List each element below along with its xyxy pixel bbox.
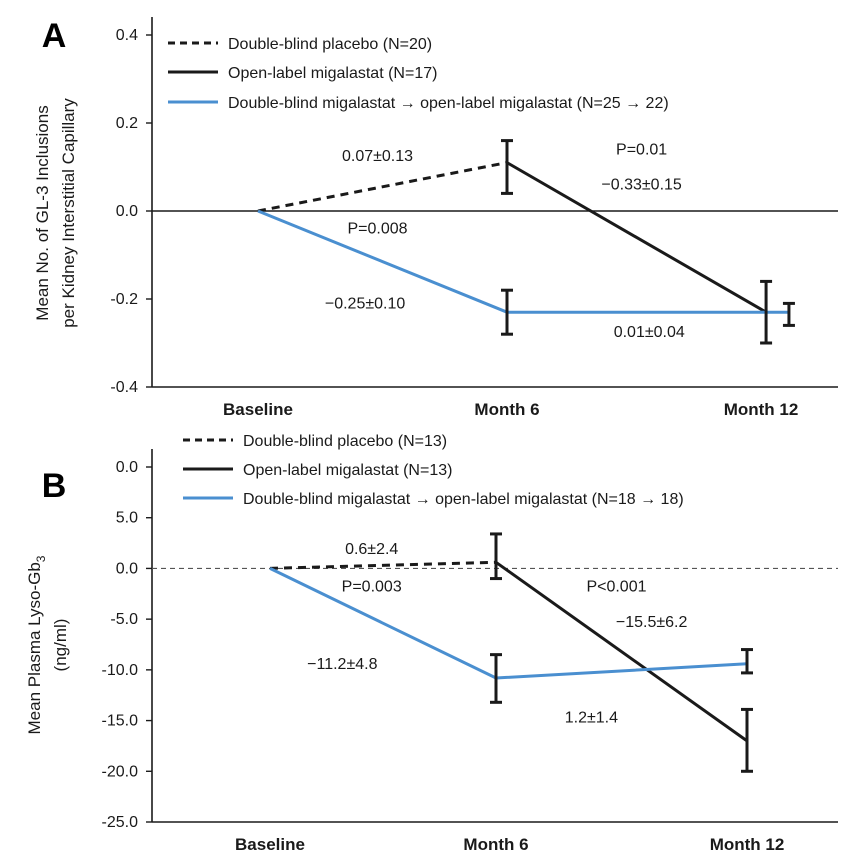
data-annotation: 0.6±2.4 (345, 541, 398, 558)
y-tick-label: -10.0 (102, 662, 139, 679)
panel-label: B (42, 467, 67, 505)
panel-label: A (42, 17, 67, 55)
panel-a: A 0.4 0.2 0.0 -0.2 -0.4 Baseline Month 6 Month 1… (33, 17, 838, 419)
y-axis-title: Mean No. of GL-3 Inclusions per Kidney In… (33, 98, 78, 328)
data-annotation: P=0.003 (342, 579, 402, 596)
y-tick-label: -15.0 (102, 713, 139, 730)
y-tick-label: -0.2 (110, 291, 138, 308)
y-axis-title-line: (ng/ml) (51, 619, 70, 672)
data-annotation: −0.25±0.10 (325, 295, 406, 312)
legend-label: Open-label migalastat (N=17) (228, 65, 437, 82)
data-annotation: −0.33±0.15 (601, 177, 682, 194)
legend-label: Double-blind placebo (N=20) (228, 36, 432, 53)
x-category-label: Baseline (223, 400, 293, 419)
legend-label: Open-label migalastat (N=13) (243, 462, 452, 479)
series-line (257, 161, 508, 213)
legend-label: Double-blind migalastat → open-label mig… (228, 95, 669, 112)
data-annotation: P=0.008 (347, 221, 407, 238)
legend-label: Double-blind placebo (N=13) (243, 433, 447, 450)
y-tick-label: -5.0 (110, 611, 138, 628)
series-line (506, 161, 767, 314)
data-annotation: −15.5±6.2 (616, 614, 688, 631)
x-category-label: Month 12 (710, 835, 785, 854)
data-annotation: P<0.001 (586, 579, 646, 596)
y-tick-label: 0.0 (116, 560, 138, 577)
y-tick-label: 5.0 (116, 510, 138, 527)
y-axis-title-line: per Kidney Interstitial Capillary (59, 98, 78, 328)
y-tick-label: -25.0 (102, 814, 139, 831)
panel-b: B 0.0 5.0 0.0 -5.0 -10.0 -15.0 -20.0 -25.0 Baseli… (25, 433, 838, 854)
data-annotation: 0.07±0.13 (342, 148, 413, 165)
data-annotation: P=0.01 (616, 141, 667, 158)
y-tick-label: 0.4 (116, 27, 138, 44)
data-annotation: 0.01±0.04 (614, 324, 685, 341)
x-category-label: Month 6 (474, 400, 539, 419)
series-line (269, 560, 497, 570)
y-axis-title-line: Mean Plasma Lyso-Gb (25, 562, 44, 734)
y-axis-title-line: Mean No. of GL-3 Inclusions (33, 105, 52, 320)
x-category-label: Month 6 (463, 835, 528, 854)
y-tick-label: 0.0 (116, 203, 138, 220)
x-category-label: Baseline (235, 835, 305, 854)
legend-label: Double-blind migalastat → open-label mig… (243, 491, 684, 508)
y-tick-label: -0.4 (110, 379, 138, 396)
series-line (495, 561, 748, 743)
y-axis-title-subscript: 3 (34, 555, 48, 562)
data-annotation: 1.2±1.4 (565, 710, 618, 727)
y-tick-label: 0.2 (116, 115, 138, 132)
y-axis-title: Mean Plasma Lyso-Gb3 (ng/ml) (25, 555, 70, 734)
y-tick-label: -20.0 (102, 763, 139, 780)
x-category-label: Month 12 (724, 400, 799, 419)
data-annotation: −11.2±4.8 (307, 656, 377, 673)
y-tick-label: 0.0 (116, 459, 138, 476)
